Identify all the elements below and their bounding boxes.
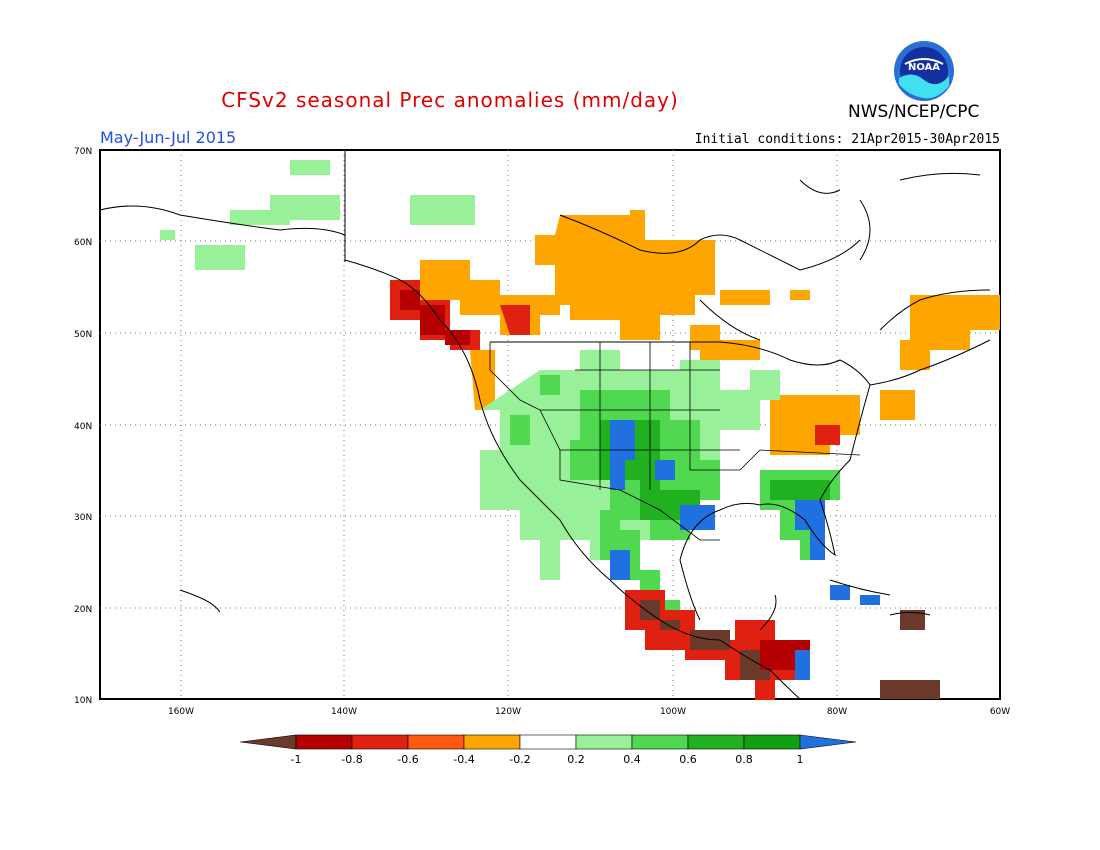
colorbar-label: -0.2 xyxy=(509,753,530,766)
colorbar-swatch xyxy=(519,734,577,750)
colorbar-swatch xyxy=(687,734,745,750)
colorbar-labels: -1 -0.8 -0.6 -0.4 -0.2 0.2 0.4 0.6 0.8 1 xyxy=(291,753,804,766)
season-label: May-Jun-Jul 2015 xyxy=(100,128,237,147)
colorbar-label: 0.4 xyxy=(623,753,641,766)
map-title: CFSv2 seasonal Prec anomalies (mm/day) xyxy=(221,88,679,112)
colorbar-swatch xyxy=(631,734,689,750)
initial-conditions-label: Initial conditions: 21Apr2015-30Apr2015 xyxy=(694,132,1000,147)
lat-label: 40N xyxy=(74,422,92,432)
longitude-labels: 160W 140W 120W 100W 80W 60W xyxy=(168,707,1010,717)
colorbar-swatch xyxy=(575,734,633,750)
borders xyxy=(489,342,861,541)
colorbar-label: 1 xyxy=(797,753,804,766)
colorbar-swatch xyxy=(351,734,409,750)
colorbar-swatch xyxy=(240,734,297,750)
lon-label: 160W xyxy=(168,707,194,717)
anomaly-fields xyxy=(160,160,1000,700)
noaa-logo-icon: NOAA xyxy=(894,41,954,101)
lon-label: 120W xyxy=(495,707,521,717)
lon-label: 80W xyxy=(827,707,847,717)
lat-label: 50N xyxy=(74,330,92,340)
lat-label: 20N xyxy=(74,605,92,615)
colorbar-label: -1 xyxy=(291,753,302,766)
colorbar-label: -0.4 xyxy=(453,753,474,766)
colorbar-swatch xyxy=(407,734,465,750)
colorbar-label: -0.6 xyxy=(397,753,418,766)
coastlines xyxy=(99,150,991,700)
agency-label: NWS/NCEP/CPC xyxy=(848,102,980,122)
colorbar-label: 0.2 xyxy=(567,753,585,766)
colorbar-swatch xyxy=(295,734,353,750)
colorbar-swatch xyxy=(743,734,801,750)
lon-label: 140W xyxy=(331,707,357,717)
logo-text: NOAA xyxy=(908,62,940,73)
colorbar-swatch xyxy=(463,734,521,750)
lon-label: 60W xyxy=(990,707,1010,717)
colorbar-label: 0.8 xyxy=(735,753,753,766)
lat-label: 30N xyxy=(74,513,92,523)
colorbar-label: 0.6 xyxy=(679,753,697,766)
colorbar-boxes xyxy=(240,734,857,750)
latitude-labels: 70N 60N 50N 40N 30N 20N 10N xyxy=(74,147,92,706)
colorbar: -1 -0.8 -0.6 -0.4 -0.2 0.2 0.4 0.6 0.8 1 xyxy=(240,734,857,766)
colorbar-swatch xyxy=(799,734,857,750)
lat-label: 10N xyxy=(74,696,92,706)
lat-label: 60N xyxy=(74,238,92,248)
lat-label: 70N xyxy=(74,147,92,157)
lon-label: 100W xyxy=(660,707,686,717)
colorbar-label: -0.8 xyxy=(341,753,362,766)
